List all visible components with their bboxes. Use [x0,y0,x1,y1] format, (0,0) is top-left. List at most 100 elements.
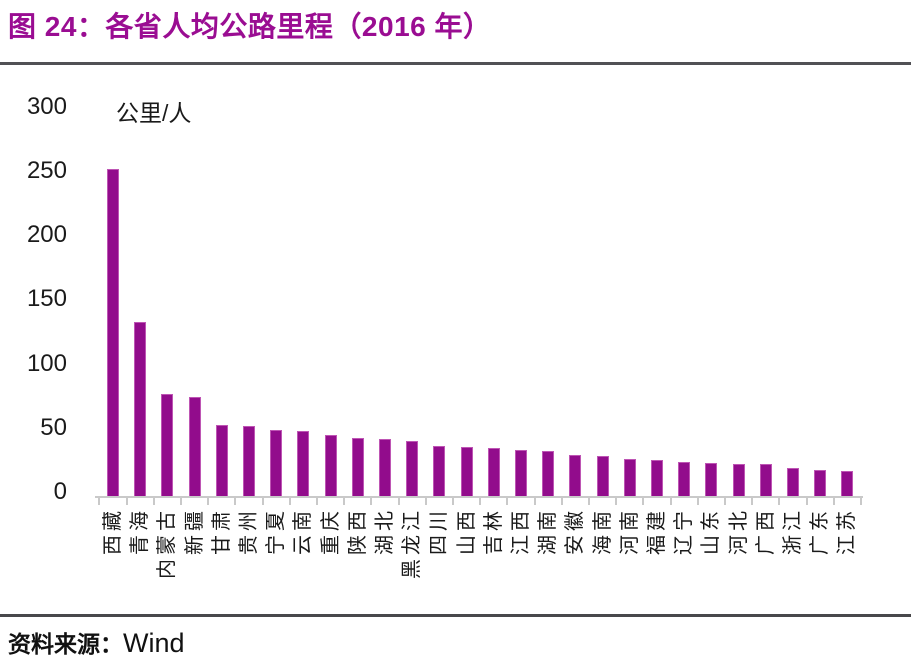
axis-tick-mark [424,496,427,505]
bar [406,441,419,496]
axis-tick-mark [125,496,128,505]
axis-tick-mark [152,496,155,505]
bar [705,463,718,496]
bar [651,460,663,496]
axis-tick-mark [452,496,454,505]
bar [243,426,255,496]
x-axis-label: 江苏 [836,507,859,555]
x-axis-label: 海南 [591,507,614,555]
y-axis-tick-label: 150 [26,285,67,313]
x-axis-label: 广西 [754,507,777,555]
x-axis-label: 安徽 [564,507,587,555]
axis-tick-mark [506,496,509,505]
x-axis-label: 四川 [428,507,451,555]
bar [460,447,473,496]
axis-tick-mark [370,496,373,505]
bar [678,462,691,496]
bar [297,431,310,496]
x-axis-label: 贵州 [238,507,260,555]
x-axis-label: 浙江 [782,507,804,555]
axis-tick-mark [207,496,210,505]
x-axis-label: 辽宁 [673,507,696,555]
x-axis-label: 黑龙江 [401,507,424,579]
axis-tick-mark [261,496,264,505]
x-axis-label: 甘肃 [210,507,233,555]
x-axis-label: 广东 [809,507,832,555]
y-axis-tick-label: 100 [26,349,67,377]
x-axis-label: 江西 [510,507,532,555]
axis-tick-mark [778,496,781,505]
bar [596,456,609,496]
x-axis-label: 河北 [727,507,750,555]
bar [732,464,745,496]
footer-divider [0,614,911,617]
x-axis-label: 湖北 [374,507,396,555]
x-axis-label: 宁夏 [265,507,288,555]
bar [161,394,174,496]
bar [188,397,201,496]
x-axis-label: 河南 [618,507,641,555]
bar [759,464,772,496]
bar [841,471,854,496]
axis-tick-mark [397,496,400,505]
axis-tick-mark [832,496,835,505]
axis-tick-mark [316,496,318,505]
title-divider [0,62,911,65]
y-axis-tick-label: 50 [40,413,67,441]
axis-tick-mark [288,496,291,505]
x-axis-line [95,496,863,498]
bar [379,439,391,496]
y-axis-tick-label: 0 [53,478,67,505]
axis-tick-mark [615,496,618,505]
bar [515,450,527,496]
bar [351,438,364,496]
bar [623,459,636,496]
bar [787,468,799,496]
y-axis-tick-label: 250 [26,157,67,184]
axis-tick-mark [696,496,699,505]
x-axis-label: 湖南 [537,507,560,555]
y-axis-tick-label: 300 [26,92,67,120]
x-axis-label: 云南 [292,507,315,555]
x-axis-label: 内蒙古 [156,507,179,579]
y-axis-unit-label: 公里/人 [116,100,192,126]
y-axis-tick-label: 200 [26,221,67,249]
axis-tick-mark [724,496,726,505]
bar [569,455,582,496]
axis-tick-mark [343,496,346,505]
x-axis-label: 吉林 [482,507,505,555]
bar [134,322,147,496]
x-axis-label: 福建 [646,507,668,555]
x-axis-label: 青海 [129,507,152,555]
axis-tick-mark [479,496,482,505]
axis-tick-mark [751,496,754,505]
axis-tick-mark [533,496,536,505]
source-line: 资料来源： Wind [8,625,185,659]
x-axis-label: 西藏 [102,507,124,555]
axis-tick-mark [588,496,590,505]
source-label: 资料来源： [8,632,123,657]
axis-tick-mark [560,496,563,505]
bar [814,470,827,496]
x-axis-label: 山东 [700,507,723,555]
axis-tick-mark [669,496,672,505]
bar [107,169,119,496]
x-axis-label: 新疆 [183,507,206,555]
bar [324,435,337,496]
axis-tick-mark [642,496,645,505]
axis-tick-mark [860,496,862,505]
axis-tick-mark [98,496,101,505]
axis-tick-mark [805,496,808,505]
axis-tick-mark [180,496,182,505]
bar [487,448,500,496]
x-axis-label: 陕西 [346,507,369,555]
bar [433,446,446,496]
figure-title: 图 24：各省人均公路里程（2016 年） [8,11,492,42]
x-axis-label: 重庆 [319,507,342,555]
bar [215,425,228,496]
x-axis-label: 山西 [455,507,478,555]
bar [270,430,283,496]
source-value: Wind [123,628,185,658]
axis-tick-mark [234,496,237,505]
